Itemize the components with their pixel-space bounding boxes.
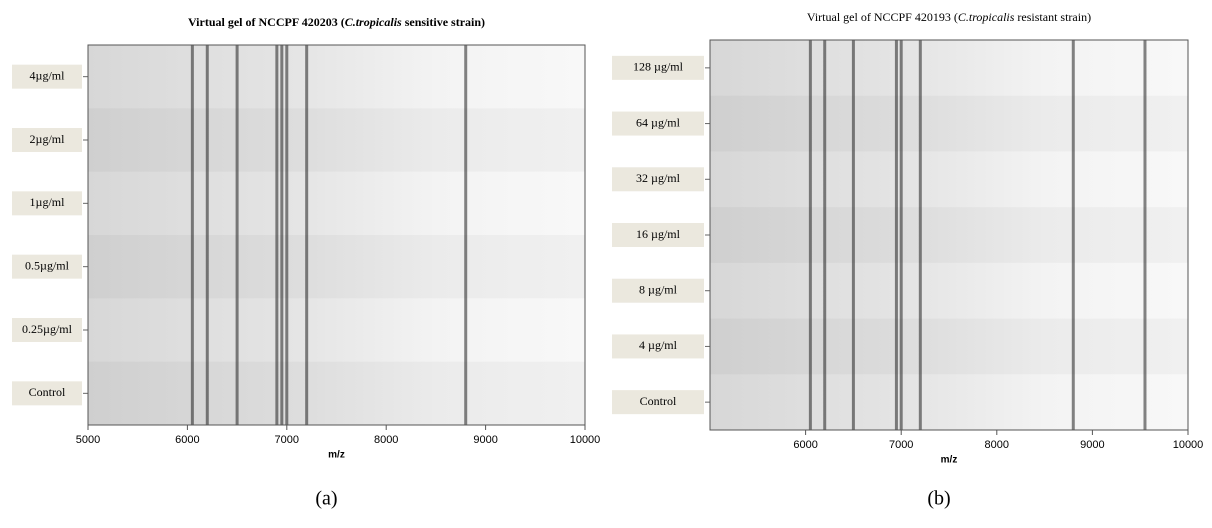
lane-label: Control xyxy=(29,385,66,399)
title-part: C.tropicalis xyxy=(345,15,402,29)
lane-label: 16 µg/ml xyxy=(636,227,681,241)
x-tick-label: 8000 xyxy=(985,439,1009,451)
lane-label: 128 µg/ml xyxy=(633,60,684,74)
x-tick-label: 10000 xyxy=(1173,439,1204,451)
lane-label-box xyxy=(612,55,704,80)
x-axis-label: m/z xyxy=(328,450,345,461)
lane-label: 64 µg/ml xyxy=(636,115,681,129)
x-tick-label: 5000 xyxy=(76,434,100,446)
x-axis-label: m/z xyxy=(941,455,958,466)
lane-label-box xyxy=(612,390,704,415)
lane-label: 1µg/ml xyxy=(30,195,66,209)
lane-label: 32 µg/ml xyxy=(636,171,681,185)
lane-label: 8 µg/ml xyxy=(639,282,678,296)
lane-label-box xyxy=(612,223,704,247)
lane-shade xyxy=(710,319,1188,375)
lane-label-box xyxy=(12,64,82,89)
title-part: Virtual gel of NCCPF 420203 ( xyxy=(188,15,345,29)
lane-shade xyxy=(710,374,1188,430)
gel-background xyxy=(88,45,585,425)
lane-shade xyxy=(88,235,585,298)
lane-label-box xyxy=(612,278,704,303)
lane-label: 4 µg/ml xyxy=(639,338,678,352)
lane-shade xyxy=(88,45,585,108)
gel-background xyxy=(710,40,1188,430)
plot-frame xyxy=(87,44,586,426)
x-tick-label: 7000 xyxy=(275,434,299,446)
chart-title: Virtual gel of NCCPF 420193 (C.tropicali… xyxy=(807,10,1091,24)
x-tick-label: 7000 xyxy=(889,439,913,451)
lane-shade xyxy=(88,298,585,361)
lane-label-box xyxy=(612,111,704,136)
lane-shade xyxy=(88,108,585,171)
title-part: C.tropicalis xyxy=(958,10,1015,24)
x-tick-label: 6000 xyxy=(793,439,817,451)
lane-label: 4µg/ml xyxy=(30,68,66,82)
lane-shade xyxy=(88,362,585,425)
lane-label-box xyxy=(12,191,82,216)
panel-caption: (a) xyxy=(315,488,337,510)
lane-label: Control xyxy=(640,394,677,408)
lane-shade xyxy=(710,207,1188,263)
x-tick-label: 6000 xyxy=(175,434,199,446)
lane-label: 0.5µg/ml xyxy=(25,258,70,272)
x-tick-label: 9000 xyxy=(473,434,497,446)
lane-shade xyxy=(710,151,1188,207)
title-part: Virtual gel of NCCPF 420193 ( xyxy=(807,10,958,24)
lane-label: 2µg/ml xyxy=(30,132,66,146)
chart-title: Virtual gel of NCCPF 420203 (C.tropicali… xyxy=(188,15,485,29)
title-part: sensitive strain) xyxy=(402,15,485,29)
lane-label-box xyxy=(12,128,82,152)
x-tick-label: 10000 xyxy=(570,434,601,446)
lane-label: 0.25µg/ml xyxy=(22,322,73,336)
x-tick-label: 9000 xyxy=(1080,439,1104,451)
lane-shade xyxy=(710,96,1188,152)
lane-label-box xyxy=(12,254,82,279)
lane-shade xyxy=(710,263,1188,319)
lane-shade xyxy=(88,172,585,235)
lane-label-box xyxy=(612,167,704,192)
lane-label-box xyxy=(612,334,704,359)
lane-label-box xyxy=(12,318,82,342)
lane-label-box xyxy=(12,381,82,406)
title-part: resistant strain) xyxy=(1014,10,1091,24)
x-tick-label: 8000 xyxy=(374,434,398,446)
panel-caption: (b) xyxy=(927,488,950,510)
plot-frame xyxy=(709,39,1189,431)
lane-shade xyxy=(710,40,1188,96)
